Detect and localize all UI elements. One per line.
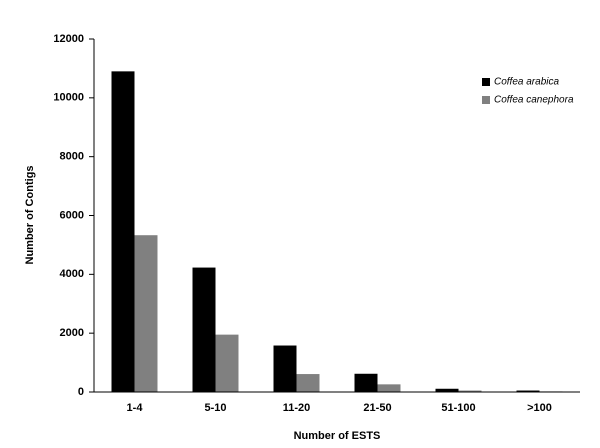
y-tick-label: 2000	[60, 327, 84, 339]
bar	[111, 71, 135, 392]
y-tick-label: 8000	[60, 151, 84, 163]
x-axis-title: Number of ESTS	[294, 430, 381, 442]
y-axis-title: Number of Contigs	[24, 166, 36, 265]
x-tick-label: 11-20	[283, 402, 311, 414]
bar	[273, 345, 297, 392]
bar	[134, 235, 158, 392]
legend-swatch	[482, 96, 490, 104]
legend-swatch	[482, 78, 490, 86]
legend-label: Coffea arabica	[494, 77, 559, 88]
bar	[215, 334, 239, 392]
bar	[516, 390, 540, 392]
y-tick-label: 10000	[53, 92, 84, 104]
bar	[377, 384, 401, 392]
bar	[192, 267, 216, 392]
legend-label: Coffea canephora	[494, 95, 574, 106]
x-tick-label: >100	[527, 402, 552, 414]
y-tick-label: 4000	[60, 268, 84, 280]
x-tick-label: 1-4	[127, 402, 144, 414]
bar	[435, 388, 459, 392]
x-tick-label: 21-50	[363, 402, 391, 414]
x-tick-label: 51-100	[441, 402, 475, 414]
y-tick-label: 6000	[60, 209, 84, 221]
bar	[296, 374, 320, 392]
bar	[354, 373, 378, 392]
x-tick-label: 5-10	[204, 402, 226, 414]
y-tick-label: 0	[78, 386, 84, 398]
y-tick-label: 12000	[53, 33, 84, 45]
bar	[458, 390, 482, 392]
